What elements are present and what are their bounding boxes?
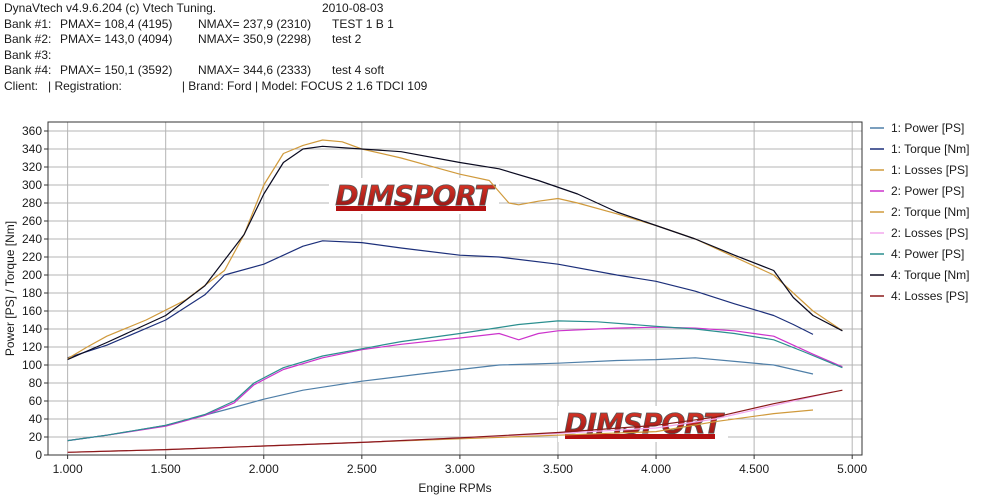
plot-border — [47, 121, 863, 456]
y-tick-label: 100 — [22, 358, 42, 372]
bank-label: Bank #2: — [4, 32, 52, 46]
bank-nmax: NMAX= 350,9 (2298) — [198, 32, 312, 46]
y-tick-label: 160 — [22, 304, 42, 318]
software-label: DynaVtech v4.9.6.204 (c) Vtech Tuning. — [4, 1, 217, 15]
y-tick-label: 120 — [22, 340, 42, 354]
x-tick-label: 2.000 — [249, 462, 279, 476]
series-layer — [67, 139, 843, 453]
legend-entry: 4: Losses [PS] — [891, 289, 968, 303]
bank-pmax: PMAX= 150,1 (3592) — [60, 63, 173, 77]
x-axis-label: Engine RPMs — [418, 481, 491, 495]
x-tick-label: 3.000 — [445, 462, 475, 476]
x-tick-label: 5.000 — [837, 462, 867, 476]
dimsport-logo: DIMSPORT — [329, 178, 499, 214]
x-tick-label: 2.500 — [347, 462, 377, 476]
y-tick-label: 60 — [29, 394, 43, 408]
legend-entry: 2: Torque [Nm] — [891, 205, 969, 219]
y-tick-label: 40 — [29, 412, 43, 426]
bank-name: test 4 soft — [332, 63, 385, 77]
series-line — [67, 320, 843, 442]
y-tick-label: 20 — [29, 430, 43, 444]
series-line — [67, 139, 843, 360]
y-tick-label: 200 — [22, 268, 42, 282]
y-tick-label: 180 — [22, 286, 42, 300]
y-tick-label: 140 — [22, 322, 42, 336]
y-tick-label: 0 — [35, 448, 42, 462]
y-tick-label: 260 — [22, 214, 42, 228]
logo-underline — [336, 206, 486, 211]
bank-row: Bank #2: PMAX= 143,0 (4094) NMAX= 350,9 … — [4, 32, 427, 48]
bank-row: Bank #4: PMAX= 150,1 (3592) NMAX= 344,6 … — [4, 63, 427, 79]
x-tick-label: 3.500 — [543, 462, 573, 476]
logo-layer: DIMSPORT DIMSPORT — [329, 178, 728, 442]
legend-entry: 4: Power [PS] — [891, 247, 964, 261]
bank-label: Bank #4: — [4, 63, 52, 77]
logo-underline — [565, 434, 715, 439]
y-tick-label: 240 — [22, 232, 42, 246]
y-tick-label: 300 — [22, 178, 42, 192]
report-date: 2010-08-03 — [322, 1, 384, 15]
y-tick-label: 80 — [29, 376, 43, 390]
bank-pmax: PMAX= 108,4 (4195) — [60, 16, 173, 31]
x-tick-label: 1.500 — [151, 462, 181, 476]
bank-label: Bank #1: — [4, 16, 52, 31]
logo-text: DIMSPORT — [564, 407, 724, 440]
y-tick-label: 280 — [22, 196, 42, 210]
grid — [48, 122, 862, 456]
x-tick-label: 4.000 — [641, 462, 671, 476]
legend-entry: 1: Losses [PS] — [891, 163, 968, 177]
legend-entry: 2: Power [PS] — [891, 184, 964, 198]
report-header: DynaVtech v4.9.6.204 (c) Vtech Tuning. 2… — [4, 1, 427, 94]
y-tick-label: 340 — [22, 142, 42, 156]
bank-name: TEST 1 B 1 — [332, 16, 394, 31]
series-line — [67, 240, 814, 359]
bank-nmax: NMAX= 344,6 (2333) — [198, 63, 312, 77]
y-tick-label: 360 — [22, 124, 42, 138]
bank-nmax: NMAX= 237,9 (2310) — [198, 16, 312, 31]
x-tick-label: 4.500 — [739, 462, 769, 476]
legend-entry: 1: Power [PS] — [891, 121, 964, 135]
series-line — [67, 145, 843, 361]
header-line-software: DynaVtech v4.9.6.204 (c) Vtech Tuning. 2… — [4, 1, 427, 17]
bank-name: test 2 — [332, 32, 362, 46]
legend-entry: 4: Torque [Nm] — [891, 268, 969, 282]
legend: 1: Power [PS] 1: Torque [Nm] 1: Losses [PS… — [870, 121, 969, 303]
bank-row: Bank #1: PMAX= 108,4 (4195) NMAX= 237,9 … — [4, 17, 427, 33]
y-axis-label: Power [PS] / Torque [Nm] — [3, 221, 17, 356]
bank-label: Bank #3: — [4, 47, 52, 62]
legend-entry: 1: Torque [Nm] — [891, 142, 969, 156]
logo-text: DIMSPORT — [335, 179, 495, 212]
bank-pmax: PMAX= 143,0 (4094) — [60, 32, 173, 46]
axis-ticks: 0 20 40 60 80 100 120 140 160 180 200 220 240 260 280 3… — [22, 124, 868, 476]
y-tick-label: 320 — [22, 160, 42, 174]
legend-entry: 2: Losses [PS] — [891, 226, 968, 240]
y-tick-label: 220 — [22, 250, 42, 264]
bank-row: Bank #3: — [4, 48, 427, 64]
series-line — [67, 389, 843, 453]
series-line — [67, 326, 843, 442]
x-tick-label: 1.000 — [53, 462, 83, 476]
client-line: Client: | Registration: | Brand: Ford | … — [4, 78, 428, 93]
